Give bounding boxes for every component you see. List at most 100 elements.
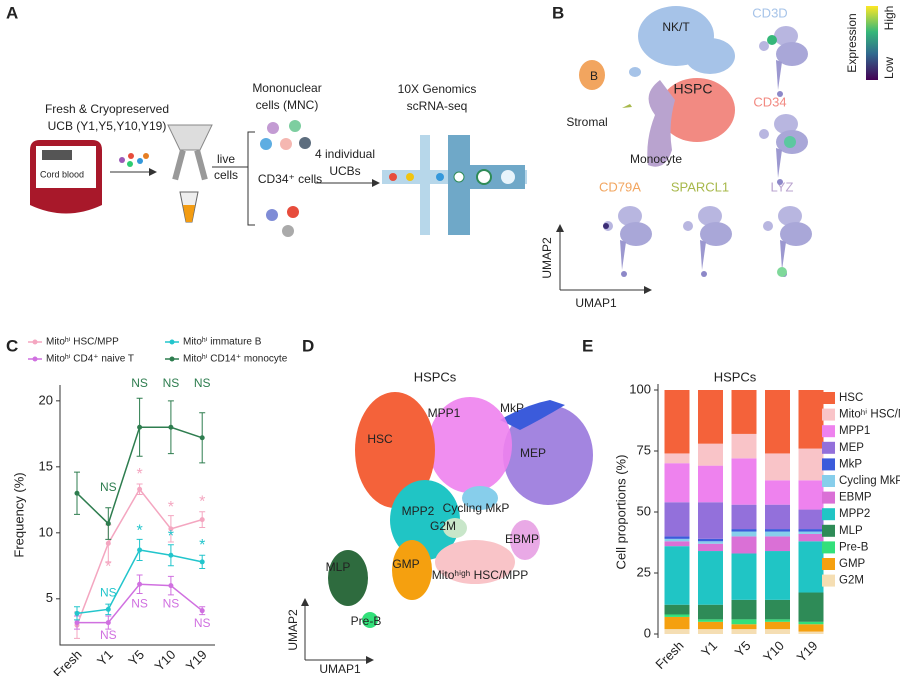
legend-label: Cycling MkP (839, 475, 900, 487)
legend-swatch (822, 458, 835, 471)
bar-segment (731, 504, 757, 530)
legend-swatch (822, 491, 835, 504)
line-chart: 5 10 15 20 Fresh Y1 Y5 Y10 Y19 Frequency (%) Mitoʰ… (11, 337, 287, 676)
cluster-label: HSPC (674, 81, 713, 97)
point (137, 424, 143, 430)
cell (282, 225, 294, 237)
annotation: * (168, 528, 174, 545)
x-tick-label: Y10 (151, 647, 178, 674)
bar-segment (698, 390, 723, 444)
barcode (42, 150, 72, 160)
legend-marker (169, 356, 175, 362)
annotation: * (199, 494, 205, 511)
bar-segment (731, 531, 757, 537)
bar-segment (731, 553, 757, 600)
cluster-blob (685, 38, 735, 74)
cluster-label: Stromal (566, 115, 607, 129)
cluster-label: MLP (326, 560, 351, 574)
cluster-blob (500, 400, 565, 430)
y-tick-label: 0 (644, 625, 651, 640)
bar-segment (698, 619, 723, 622)
bar-segment (698, 629, 723, 634)
cluster-blob (443, 518, 467, 538)
tube-liquid (183, 205, 195, 222)
bar-segment (798, 509, 824, 530)
annotation: * (136, 523, 142, 540)
cluster-blob (428, 397, 512, 493)
cluster-label: MPP1 (428, 406, 461, 420)
workflow-text: UCBs (329, 164, 360, 178)
legend-label: EBMP (839, 492, 872, 504)
column (194, 149, 208, 181)
legend-swatch (822, 475, 835, 487)
column (172, 149, 186, 181)
annotation: * (136, 466, 142, 483)
bar-segment (765, 390, 790, 454)
annotation: * (199, 537, 205, 554)
axis-label: UMAP1 (575, 296, 617, 310)
legend-swatch (822, 524, 835, 537)
umap-title: HSPCs (414, 369, 457, 384)
bar-segment (664, 614, 690, 617)
bar-segment (698, 543, 723, 552)
microfluidic-chip (382, 135, 527, 235)
colorbar-label: Low (882, 57, 896, 79)
legend-label: Mitoʰⁱ CD14⁺ monocyte (183, 354, 288, 365)
y-tick-label: 25 (637, 564, 651, 579)
x-tick-label: Y10 (760, 638, 787, 665)
bar-segment (664, 536, 690, 539)
cluster-blob (629, 67, 641, 77)
y-tick-label: 75 (637, 442, 651, 457)
x-tick-label: Y1 (698, 638, 720, 660)
bar-segment (731, 624, 757, 630)
mini-umap (683, 206, 732, 277)
cluster-blob (510, 520, 540, 560)
cluster-blob (659, 78, 735, 142)
annotation: * (105, 558, 111, 575)
legend-swatch (822, 558, 835, 570)
workflow-text: scRNA-seq (407, 99, 468, 113)
bar-segment (664, 616, 690, 630)
panel-label: B (552, 3, 564, 22)
bar-segment (664, 502, 690, 537)
gene-label: CD34 (753, 94, 786, 109)
workflow-text: cells (214, 168, 238, 182)
umap-overview: NK/T B HSPC Stromal Monocyte CD3D CD34 C… (540, 5, 896, 310)
chart-title: HSPCs (714, 369, 757, 384)
cluster-blob (503, 405, 593, 505)
x-tick-label: Y19 (794, 638, 821, 665)
bar-segment (664, 463, 690, 503)
mini-umap (759, 26, 808, 97)
legend-swatch (822, 574, 835, 587)
bar-segment (798, 529, 824, 532)
cell (289, 120, 301, 132)
annotation: NS (194, 616, 211, 630)
stacked-bar-chart: HSPCs 0 25 50 75 100 Cell proportions (%) Fresh… (613, 369, 900, 672)
cluster-label: GMP (392, 557, 419, 571)
panel-label: D (302, 336, 314, 355)
gene-label: LYZ (771, 179, 794, 194)
cluster-label: EBMP (505, 532, 539, 546)
cluster-blob (462, 486, 498, 510)
cell (143, 153, 149, 159)
legend-label: MLP (839, 525, 863, 537)
point (137, 547, 143, 553)
workflow: Fresh & Cryopreserved UCB (Y1,Y5,Y10,Y19… (30, 81, 527, 237)
cell (287, 206, 299, 218)
colorbar-label: High (882, 6, 896, 31)
bar-segment (798, 531, 824, 534)
bar-segment (765, 480, 790, 505)
bar-segment (765, 621, 790, 630)
expression-spot (767, 35, 777, 45)
y-axis-label: Cell proportions (%) (613, 455, 628, 570)
cluster-blob (355, 392, 435, 508)
legend-label: Pre-B (839, 541, 869, 553)
cluster-blob (579, 60, 605, 90)
bar-segment (765, 504, 790, 530)
bar-segment (698, 443, 723, 466)
y-tick-label: 5 (46, 590, 53, 605)
cell (299, 137, 311, 149)
panel-label: C (6, 336, 18, 355)
y-tick-label: 15 (39, 458, 53, 473)
legend-label: MEP (839, 442, 864, 454)
